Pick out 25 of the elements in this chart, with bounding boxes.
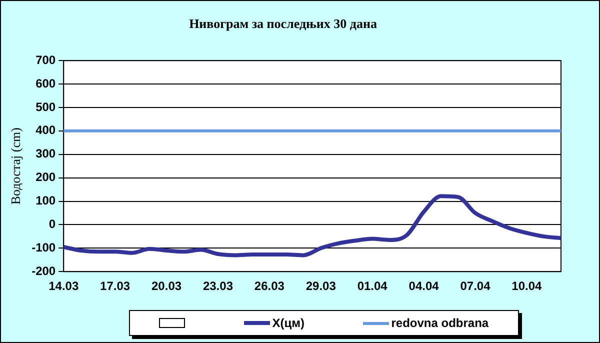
legend-label: redovna odbrana [391,316,489,330]
y-tick-label: -200 [32,264,56,278]
x-tick-label: 01.04 [357,279,388,294]
x-tick-label: 07.04 [460,279,491,294]
y-tick-label: 100 [36,194,56,208]
y-tick-label: 500 [36,100,56,114]
x-tick-label: 10.04 [512,279,542,294]
x-tick-label: 14.03 [48,279,79,294]
y-tick-label: 700 [36,52,56,67]
y-tick-label: -100 [32,240,56,254]
x-tick-label: 17.03 [100,279,130,294]
x-tick-label: 04.04 [408,279,440,294]
y-tick-label: 600 [36,76,56,90]
x-tick-label: 23.03 [202,279,234,294]
x-tick-label: 26.03 [254,279,285,294]
y-tick-label: 0 [48,217,56,232]
y-tick-label: 400 [36,123,56,138]
x-tick-label: 29.03 [306,279,336,294]
y-tick-label: 200 [36,170,56,184]
chart-title: Нивограм за последњих 30 дана [189,16,378,32]
x-tick-label: 20.03 [152,279,182,294]
legend-label: X(цм) [272,316,304,330]
y-tick-label: 300 [36,146,56,161]
line-series [62,194,563,258]
y-axis-title: Водостај (cm) [8,128,24,205]
